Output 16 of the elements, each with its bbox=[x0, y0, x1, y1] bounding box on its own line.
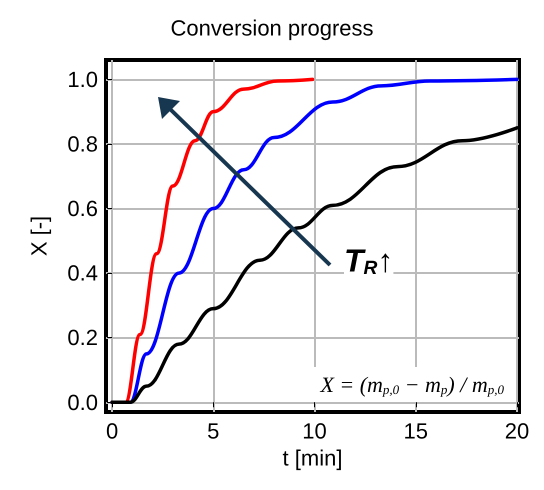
y-tick-label: 1.0 bbox=[67, 66, 98, 92]
y-axis-title: X [-] bbox=[26, 216, 52, 256]
x-axis-title: t [min] bbox=[282, 445, 342, 470]
x-tick-label: 5 bbox=[207, 418, 220, 444]
y-tick-label: 0.2 bbox=[67, 325, 98, 350]
y-tick-label: 0.8 bbox=[67, 131, 98, 156]
x-tick-label: 0 bbox=[106, 418, 118, 444]
x-tick-label: 15 bbox=[404, 418, 428, 444]
y-tick-label: 0.6 bbox=[67, 196, 98, 222]
annotation: X = (mp,0 − mp) / mp,0 bbox=[319, 372, 504, 397]
x-tick-label: 10 bbox=[302, 418, 327, 444]
annotation: TR↑ bbox=[344, 242, 394, 279]
chart-title: Conversion progress bbox=[170, 16, 374, 40]
y-tick-label: 0.0 bbox=[67, 390, 98, 415]
y-tick-label: 0.4 bbox=[67, 260, 98, 286]
x-tick-label: 20 bbox=[504, 418, 530, 444]
